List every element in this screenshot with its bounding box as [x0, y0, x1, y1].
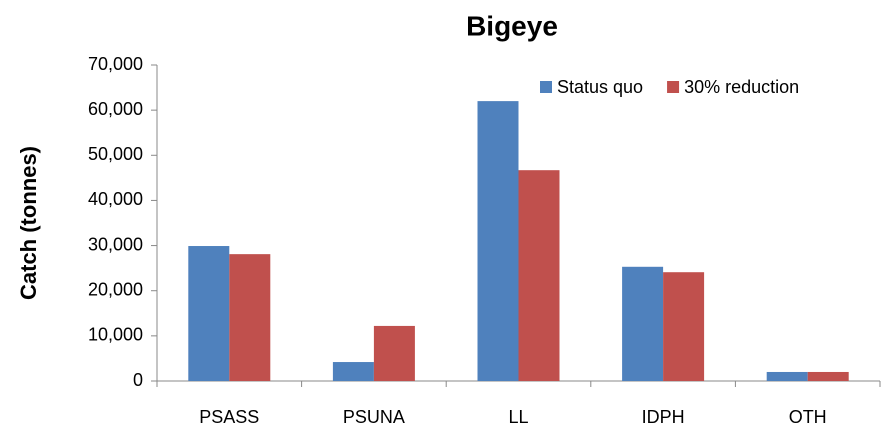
bar [229, 254, 271, 381]
y-axis-label: Catch (tonnes) [16, 146, 41, 300]
bar [622, 266, 664, 381]
legend-swatch [667, 81, 680, 93]
y-tick-label: 70,000 [88, 54, 143, 74]
y-tick-label: 60,000 [88, 99, 143, 119]
x-tick-label: IDPH [642, 407, 685, 427]
legend-label: Status quo [557, 77, 643, 97]
legend-label: 30% reduction [684, 77, 799, 97]
chart-title: Bigeye [466, 10, 558, 41]
bar [766, 371, 808, 381]
y-tick-label: 10,000 [88, 325, 143, 345]
bar [518, 170, 560, 381]
y-tick-label: 0 [133, 370, 143, 390]
bar [807, 371, 849, 381]
bar [332, 362, 374, 381]
bar [373, 325, 415, 381]
x-tick-label: OTH [789, 407, 827, 427]
x-tick-label: PSASS [199, 407, 259, 427]
legend-swatch [540, 81, 552, 93]
bar [477, 101, 519, 381]
x-tick-label: LL [508, 407, 528, 427]
bar [188, 246, 230, 381]
y-tick-label: 30,000 [88, 234, 143, 254]
y-tick-label: 50,000 [88, 144, 143, 164]
y-tick-label: 40,000 [88, 189, 143, 209]
y-tick-label: 20,000 [88, 279, 143, 299]
x-tick-label: PSUNA [343, 407, 405, 427]
bar [663, 272, 705, 381]
